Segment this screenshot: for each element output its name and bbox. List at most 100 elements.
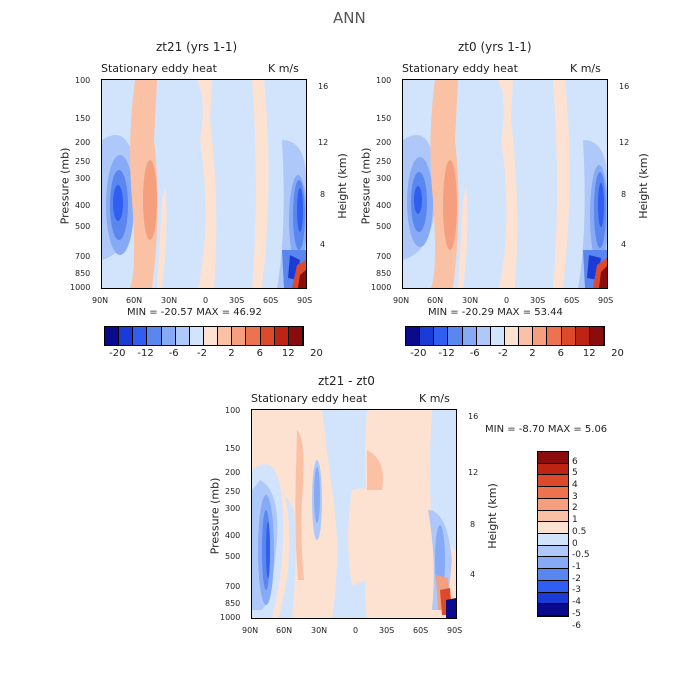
colorbar-label: 0.5	[572, 526, 587, 537]
colorbar-label: -2	[572, 573, 581, 584]
stats-label: MIN = -20.57 MAX = 46.92	[127, 307, 262, 318]
stats-label: MIN = -8.70 MAX = 5.06	[485, 424, 608, 435]
heatmap-shading	[252, 410, 456, 618]
panel-title: zt0 (yrs 1-1)	[458, 40, 532, 54]
colorbar-swatch	[519, 327, 534, 345]
colorbar-label: -0.5	[572, 550, 590, 561]
colorbar-swatch	[288, 327, 303, 345]
colorbar-swatch	[434, 327, 449, 345]
colorbar-label: -4	[572, 597, 581, 608]
y-tick-label: 700	[75, 252, 91, 261]
y-tick-label: 700	[225, 582, 241, 591]
colorbar-swatch	[274, 327, 289, 345]
colorbar-swatch	[538, 463, 568, 476]
y-tick-label: 300	[75, 174, 91, 183]
colorbar-label: -6	[572, 620, 581, 631]
colorbar-swatch	[119, 327, 134, 345]
x-tick-label: 90S	[297, 296, 313, 305]
colorbar-vertical	[537, 451, 569, 617]
y-tick-label: 1000	[371, 283, 392, 292]
y-tick-label: 500	[225, 552, 241, 561]
colorbar-swatch	[538, 510, 568, 523]
x-tick-label: 60N	[276, 626, 293, 635]
y-tick-label: 150	[75, 114, 91, 123]
y-right-axis-label: Height (km)	[485, 483, 499, 549]
colorbar-swatch	[490, 327, 505, 345]
y-right-tick-label: 8	[320, 190, 326, 199]
x-tick-label: 60S	[263, 296, 279, 305]
colorbar-swatch	[575, 327, 590, 345]
colorbar-label: 12	[582, 348, 596, 359]
y-tick-label: 500	[376, 222, 392, 231]
x-tick-label: 30N	[311, 626, 328, 635]
colorbar-label: -2	[197, 348, 207, 359]
heatmap-plot-area	[101, 79, 307, 289]
colorbar-swatch	[538, 534, 568, 546]
colorbar-label: 5	[572, 468, 578, 479]
colorbar-label: -12	[438, 348, 455, 359]
colorbar	[405, 326, 605, 346]
y-tick-label: 150	[376, 114, 392, 123]
colorbar-labels: -20 -12 -6 -2 2 6 12 20	[405, 348, 624, 360]
panel-title: zt21 (yrs 1-1)	[156, 40, 238, 54]
colorbar-swatch	[420, 327, 435, 345]
colorbar-swatch	[538, 557, 568, 570]
colorbar-label: -3	[572, 585, 581, 596]
x-tick-label: 60S	[564, 296, 580, 305]
panel-subtitle-right: K m/s	[570, 62, 601, 75]
x-tick-label: 60N	[126, 296, 143, 305]
panel-subtitle-left: Stationary eddy heat	[402, 62, 518, 75]
colorbar-label: 6	[256, 348, 263, 359]
y-right-tick-label: 4	[470, 570, 476, 579]
colorbar-label: 20	[611, 348, 624, 359]
y-right-axis-label: Height (km)	[636, 153, 650, 219]
colorbar-swatch	[147, 327, 162, 345]
x-tick-label: 90N	[242, 626, 259, 635]
colorbar-swatch	[260, 327, 275, 345]
colorbar-swatch	[232, 327, 247, 345]
y-right-axis-label: Height (km)	[335, 153, 349, 219]
colorbar-label: -1	[572, 562, 581, 572]
heatmap-shading	[403, 80, 607, 288]
y-tick-label: 400	[376, 201, 392, 210]
y-right-tick-label: 4	[621, 240, 627, 249]
colorbar-swatch	[538, 592, 568, 605]
y-axis-label: Pressure (mb)	[58, 147, 72, 225]
y-tick-label: 850	[376, 269, 392, 278]
y-right-tick-label: 16	[318, 82, 329, 91]
colorbar-label: -12	[137, 348, 154, 359]
colorbar-label: -2	[498, 348, 508, 359]
x-tick-label: 30S	[229, 296, 245, 305]
colorbar-label: -20	[109, 348, 126, 359]
panel-subtitle-right: K m/s	[419, 392, 450, 405]
colorbar-swatch	[538, 522, 568, 535]
colorbar-swatch	[561, 327, 576, 345]
colorbar-swatch	[538, 487, 568, 499]
colorbar-label: 3	[572, 491, 578, 502]
y-tick-label: 500	[75, 222, 91, 231]
y-tick-label: 400	[75, 201, 91, 210]
colorbar-swatch	[476, 327, 491, 345]
colorbar-swatch	[175, 327, 190, 345]
colorbar-label: 6	[557, 348, 564, 359]
colorbar-swatch	[538, 498, 568, 511]
colorbar-label: 2	[572, 503, 578, 514]
stats-label: MIN = -20.29 MAX = 53.44	[428, 307, 563, 318]
x-tick-label: 30S	[379, 626, 395, 635]
page-title: ANN	[333, 9, 366, 27]
y-tick-label: 100	[225, 406, 241, 415]
colorbar-swatch	[406, 327, 421, 345]
y-tick-label: 200	[75, 138, 91, 147]
colorbar-swatch	[218, 327, 233, 345]
colorbar-swatch	[538, 452, 568, 464]
colorbar-label: 2	[228, 348, 235, 359]
y-tick-label: 200	[376, 138, 392, 147]
x-tick-label: 30S	[530, 296, 546, 305]
y-right-tick-label: 12	[619, 138, 630, 147]
colorbar-swatch	[246, 327, 261, 345]
colorbar-swatch	[533, 327, 548, 345]
y-tick-label: 150	[225, 444, 241, 453]
colorbar-swatch	[504, 327, 520, 345]
x-tick-label: 0	[353, 626, 359, 635]
colorbar-label: 2	[529, 348, 536, 359]
